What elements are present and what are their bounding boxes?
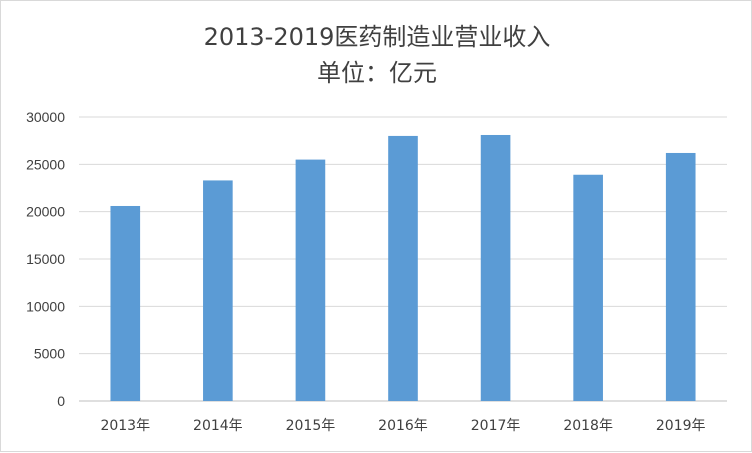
bar-2014年 [203, 180, 233, 401]
bar-2019年 [665, 152, 696, 401]
chart-title-line2: 单位：亿元 [317, 59, 437, 87]
y-tick-label: 25000 [26, 156, 65, 172]
y-tick-label: 0 [57, 393, 65, 409]
bar-2017年 [480, 134, 511, 401]
x-tick-label: 2018年 [563, 418, 613, 434]
y-tick-label: 20000 [26, 204, 65, 220]
x-tick-label: 2017年 [471, 418, 521, 434]
y-tick-label: 10000 [26, 298, 65, 314]
y-tick-label: 5000 [34, 346, 65, 362]
y-tick-label: 30000 [26, 109, 65, 125]
bar-2016年 [388, 135, 418, 401]
x-tick-label: 2013年 [100, 418, 150, 434]
x-tick-label: 2019年 [656, 418, 706, 434]
chart-title-line1: 2013-2019医药制造业营业收入 [204, 23, 551, 51]
y-tick-label: 15000 [26, 251, 65, 267]
bar-2013年 [110, 205, 141, 401]
x-tick-label: 2016年 [378, 418, 428, 434]
x-tick-label: 2015年 [286, 418, 336, 434]
bar-2018年 [573, 174, 603, 401]
bar-2015年 [295, 159, 326, 401]
x-tick-label: 2014年 [193, 418, 243, 434]
